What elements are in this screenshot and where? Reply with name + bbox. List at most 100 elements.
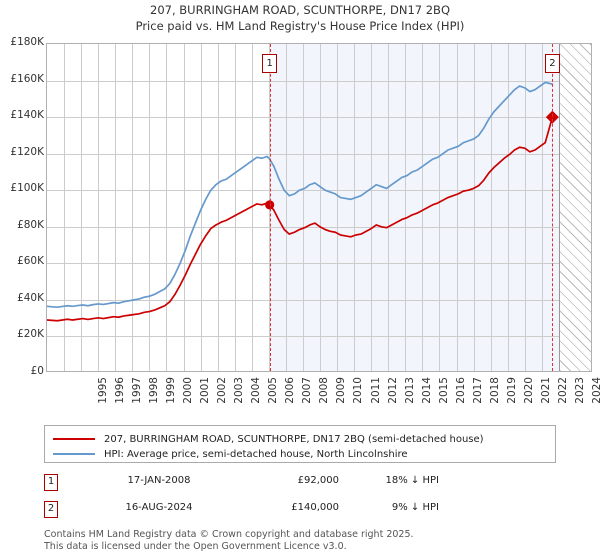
x-tick-label: 1995 (96, 377, 109, 404)
gridline-vertical (234, 44, 236, 371)
x-tick-label: 2013 (403, 377, 416, 404)
gridline-horizontal (47, 190, 591, 192)
gridline-vertical (507, 44, 509, 371)
gridline-vertical (320, 44, 321, 371)
gridline-vertical (149, 44, 151, 371)
x-tick-label: 2017 (471, 377, 484, 404)
y-tick-label: £60K (17, 255, 44, 268)
footer-line-1: Contains HM Land Registry data © Crown c… (44, 529, 414, 540)
x-tick-label: 2020 (523, 377, 536, 404)
x-axis: 1995 1996 1997 1998 1999 2000 2001 2002 2003 2004… (46, 377, 600, 417)
transaction-index-badge: 1 (44, 474, 58, 491)
x-tick-label: 2021 (540, 377, 553, 404)
marker-line-2 (552, 44, 554, 371)
x-tick-label: 2016 (454, 377, 467, 404)
x-tick-label: 2009 (335, 377, 348, 404)
gridline-horizontal (47, 80, 591, 82)
forecast-hatch-region (558, 44, 591, 371)
x-tick-label: 2015 (437, 377, 450, 404)
gridline-horizontal (47, 336, 591, 338)
gridline-vertical (98, 44, 100, 371)
gridline-horizontal (47, 263, 591, 265)
x-tick-label: 1997 (130, 377, 143, 404)
x-tick-label: 2022 (557, 377, 570, 404)
x-tick-label: 2011 (369, 377, 382, 404)
highlight-band (269, 44, 559, 371)
legend-label-property: 207, BURRINGHAM ROAD, SCUNTHORPE, DN17 2… (104, 433, 484, 445)
x-tick-label: 1998 (147, 377, 160, 404)
legend-label-hpi: HPI: Average price, semi-detached house,… (104, 448, 408, 460)
gridline-vertical (251, 44, 253, 371)
gridline-vertical (473, 44, 475, 371)
gridline-vertical (183, 44, 185, 371)
gridline-vertical (64, 44, 66, 371)
gridline-horizontal (47, 299, 591, 301)
x-tick-label: 2008 (318, 377, 331, 404)
gridline-horizontal (47, 153, 591, 155)
y-tick-label: £140K (10, 109, 44, 122)
y-tick-label: £180K (10, 36, 44, 48)
x-tick-label: 1999 (164, 377, 177, 404)
gridline-vertical (217, 44, 219, 371)
gridline-vertical (354, 44, 356, 371)
x-tick-label: 1996 (113, 377, 126, 404)
series-line (47, 81, 554, 309)
marker-line-1 (269, 44, 271, 371)
footer-attribution: Contains HM Land Registry data © Crown c… (44, 529, 584, 553)
gridline-horizontal (47, 226, 591, 228)
y-tick-label: £120K (10, 145, 44, 158)
y-tick-label: £100K (10, 182, 44, 195)
gridline-vertical (490, 44, 492, 371)
marker-badge-2[interactable]: 2 (544, 54, 560, 73)
x-tick-label: 2018 (488, 377, 501, 404)
gridline-vertical (456, 44, 458, 371)
gridline-vertical (541, 44, 543, 371)
gridline-vertical (115, 44, 117, 371)
table-row[interactable]: 1 17-JAN-2008 £92,000 18% ↓ HPI (44, 474, 556, 496)
x-tick-label: 2023 (574, 377, 587, 404)
marker-badge-1[interactable]: 1 (262, 54, 278, 73)
transaction-price: £92,000 (297, 475, 339, 486)
x-tick-label: 2024 (591, 377, 600, 404)
table-row[interactable]: 2 16-AUG-2024 £140,000 9% ↓ HPI (44, 501, 556, 523)
gridline-vertical (285, 44, 287, 371)
transaction-price: £140,000 (291, 502, 339, 513)
y-tick-label: £40K (17, 291, 44, 304)
x-tick-label: 2007 (301, 377, 314, 404)
gridline-vertical (524, 44, 526, 371)
series-lines (47, 81, 559, 322)
legend-item-hpi: HPI: Average price, semi-detached house,… (53, 446, 408, 462)
page-subtitle: Price paid vs. HM Land Registry's House … (135, 19, 465, 33)
gridline-vertical (132, 44, 134, 371)
x-tick-label: 2003 (233, 377, 245, 404)
y-tick-label: £160K (10, 72, 44, 85)
gridline-vertical (422, 44, 424, 371)
gridline-vertical (388, 44, 390, 371)
legend-swatch-hpi (53, 453, 95, 455)
gridline-vertical (337, 44, 339, 371)
legend-item-property: 207, BURRINGHAM ROAD, SCUNTHORPE, DN17 2… (53, 431, 484, 447)
chart-legend: 207, BURRINGHAM ROAD, SCUNTHORPE, DN17 2… (44, 425, 556, 463)
transaction-date: 17-JAN-2008 (127, 475, 191, 486)
x-tick-label: 2005 (267, 377, 280, 404)
transaction-index-badge: 2 (44, 501, 58, 518)
x-tick-label: 2010 (352, 377, 365, 404)
y-tick-label: £80K (17, 218, 44, 231)
x-tick-label: 2004 (250, 377, 263, 404)
transaction-hpi-delta: 9% ↓ HPI (391, 502, 439, 513)
legend-swatch-property (53, 438, 95, 440)
x-tick-label: 2014 (420, 377, 433, 404)
x-tick-label: 2006 (284, 377, 297, 404)
gridline-vertical (166, 44, 168, 371)
gridline-vertical (439, 44, 441, 371)
gridline-vertical (302, 44, 304, 371)
transaction-hpi-delta: 18% ↓ HPI (385, 475, 439, 486)
y-tick-label: £20K (17, 328, 44, 341)
page-title: 207, BURRINGHAM ROAD, SCUNTHORPE, DN17 2… (150, 3, 450, 17)
transaction-date: 16-AUG-2024 (125, 502, 193, 513)
gridline-vertical (371, 44, 373, 371)
gridline-vertical (81, 44, 83, 371)
gridline-vertical (405, 44, 407, 371)
